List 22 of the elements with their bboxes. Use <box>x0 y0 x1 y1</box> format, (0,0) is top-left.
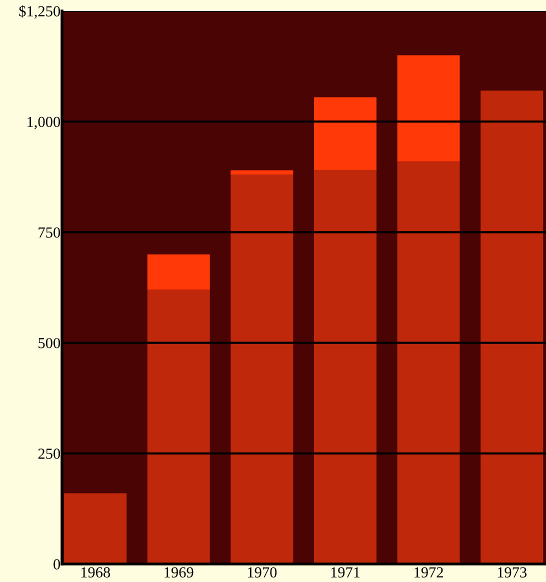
bar <box>230 170 294 175</box>
y-tick-label: 0 <box>54 559 60 570</box>
bar <box>397 161 460 564</box>
bar <box>147 254 210 290</box>
bar <box>147 290 210 564</box>
bar <box>314 170 376 564</box>
y-tick-label: 250 <box>38 448 60 459</box>
y-tick-label: 500 <box>38 338 60 348</box>
x-tick-label: 1973 <box>498 567 527 578</box>
x-tick-label: 1972 <box>414 567 443 578</box>
bar <box>397 55 460 162</box>
bar <box>64 493 127 564</box>
y-tick-label: 750 <box>38 227 60 238</box>
bar <box>230 174 294 564</box>
y-tick-label: $1,250 <box>19 5 60 19</box>
bar <box>480 90 544 564</box>
x-tick-label: 1971 <box>331 567 360 578</box>
x-tick-label: 1970 <box>248 567 277 578</box>
bar <box>314 97 376 170</box>
x-tick-label: 1969 <box>164 567 194 578</box>
y-tick-label: 1,000 <box>28 116 60 130</box>
x-tick-label: 1968 <box>81 567 110 578</box>
